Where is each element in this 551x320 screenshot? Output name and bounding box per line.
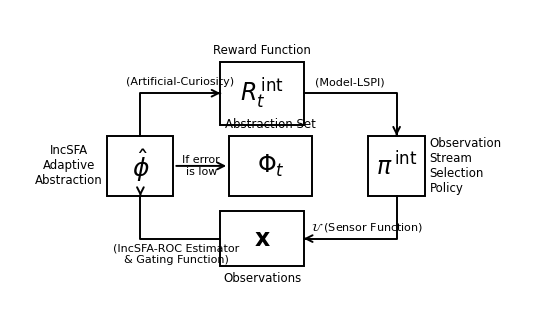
FancyBboxPatch shape (368, 136, 425, 196)
Text: $\pi^{\,\mathrm{int}}$: $\pi^{\,\mathrm{int}}$ (376, 152, 417, 180)
Text: $\hat{\phi}$: $\hat{\phi}$ (132, 148, 149, 184)
FancyBboxPatch shape (107, 136, 174, 196)
Text: (Artificial-Curiosity): (Artificial-Curiosity) (126, 77, 235, 87)
Text: IncSFA
Adaptive
Abstraction: IncSFA Adaptive Abstraction (35, 144, 103, 188)
FancyBboxPatch shape (220, 62, 304, 124)
Text: $R_t^{\,\mathrm{int}}$: $R_t^{\,\mathrm{int}}$ (240, 76, 284, 111)
Text: $\Phi_t$: $\Phi_t$ (257, 153, 284, 179)
FancyBboxPatch shape (220, 211, 304, 266)
FancyBboxPatch shape (229, 136, 312, 196)
Text: Observation
Stream
Selection
Policy: Observation Stream Selection Policy (430, 137, 502, 195)
Text: Observations: Observations (223, 273, 301, 285)
Text: If error
is low: If error is low (182, 155, 220, 177)
Text: (Model-LSPI): (Model-LSPI) (315, 77, 385, 87)
Text: $\mathbf{x}$: $\mathbf{x}$ (253, 227, 271, 251)
Text: Reward Function: Reward Function (213, 44, 311, 57)
Text: $\mathcal{U}$ (Sensor Function): $\mathcal{U}$ (Sensor Function) (311, 221, 423, 234)
Text: (IncSFA-ROC Estimator
& Gating Function): (IncSFA-ROC Estimator & Gating Function) (113, 244, 239, 265)
Text: Abstraction Set: Abstraction Set (225, 118, 316, 131)
